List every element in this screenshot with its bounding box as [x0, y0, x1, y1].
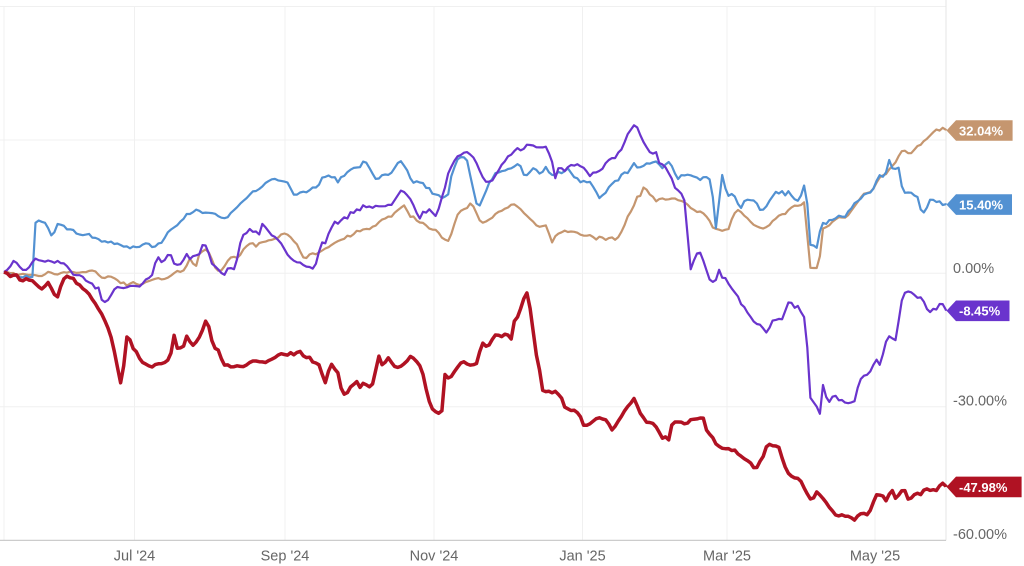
svg-text:-30.00%: -30.00% [953, 393, 1007, 409]
svg-text:Mar '25: Mar '25 [703, 549, 751, 565]
svg-text:-47.98%: -47.98% [959, 480, 1008, 495]
svg-text:Jul '24: Jul '24 [114, 549, 155, 565]
svg-text:Jan '25: Jan '25 [559, 549, 605, 565]
svg-text:0.00%: 0.00% [953, 261, 994, 277]
svg-text:-8.45%: -8.45% [959, 304, 1001, 319]
svg-text:-60.00%: -60.00% [953, 527, 1007, 543]
svg-text:32.04%: 32.04% [959, 123, 1004, 138]
svg-text:15.40%: 15.40% [959, 198, 1004, 213]
svg-text:Sep '24: Sep '24 [261, 549, 310, 565]
svg-text:Nov '24: Nov '24 [410, 549, 459, 565]
svg-text:May '25: May '25 [850, 549, 900, 565]
